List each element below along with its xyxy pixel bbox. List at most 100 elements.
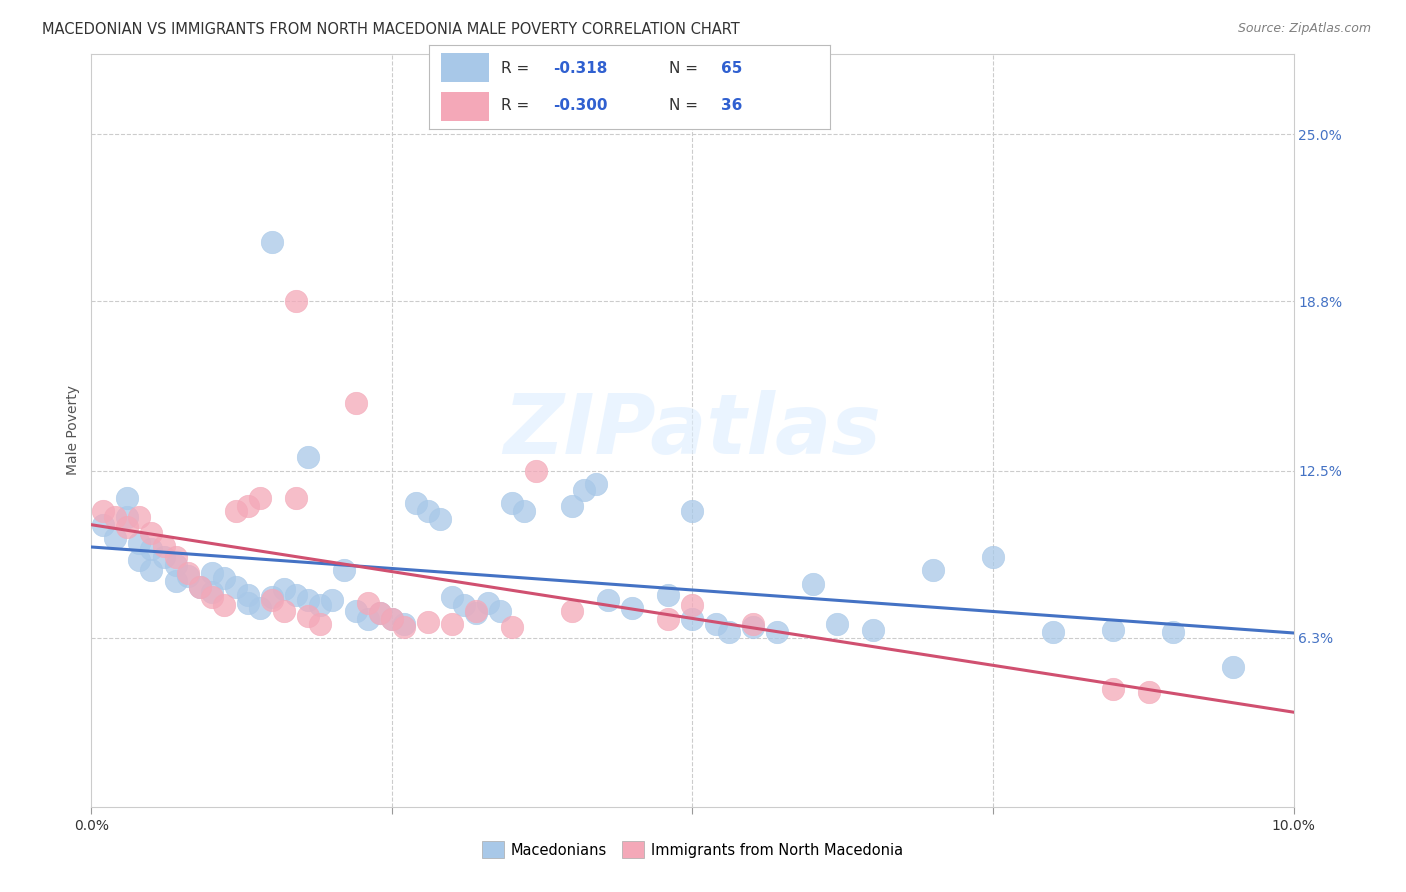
Point (416, 504, 439, 518)
Text: ZIPatlas: ZIPatlas (503, 390, 882, 471)
Point (260, 235, 283, 249)
Point (273, 582, 295, 597)
Point (260, 591, 283, 605)
Point (117, 520, 139, 534)
Point (681, 599, 703, 613)
Legend: Macedonians, Immigrants from North Macedonia: Macedonians, Immigrants from North Maced… (477, 836, 908, 864)
Point (489, 604, 512, 618)
Point (225, 504, 247, 518)
Point (429, 512, 451, 526)
Point (681, 504, 703, 518)
Point (297, 450, 319, 465)
Point (1102, 681, 1125, 696)
Point (765, 625, 787, 640)
Point (405, 496, 427, 510)
Y-axis label: Male Poverty: Male Poverty (66, 385, 80, 475)
Point (922, 563, 945, 577)
Point (440, 591, 463, 605)
Point (392, 617, 415, 632)
Point (141, 541, 163, 556)
Text: Source: ZipAtlas.com: Source: ZipAtlas.com (1237, 22, 1371, 36)
Text: R =: R = (501, 61, 534, 76)
Point (453, 599, 475, 613)
Point (201, 585, 224, 599)
Point (236, 499, 259, 513)
Text: N =: N = (669, 61, 703, 76)
Point (188, 580, 211, 594)
Point (152, 549, 174, 564)
Point (657, 588, 679, 602)
Point (188, 580, 211, 594)
Point (152, 539, 174, 553)
Point (284, 491, 307, 505)
Point (176, 566, 198, 580)
Point (657, 612, 679, 626)
Point (585, 477, 607, 491)
Point (381, 612, 404, 626)
Point (825, 617, 848, 632)
Point (981, 549, 1004, 564)
Point (1042, 625, 1064, 640)
Bar (441, 92, 489, 120)
Point (225, 580, 247, 594)
Text: N =: N = (669, 98, 703, 113)
Point (249, 601, 271, 615)
Point (598, 593, 620, 607)
Point (717, 625, 740, 640)
Point (416, 615, 439, 629)
Bar (441, 54, 489, 82)
Point (117, 491, 139, 505)
Text: 65: 65 (721, 61, 742, 76)
Point (368, 607, 391, 621)
Point (308, 599, 330, 613)
Point (212, 599, 235, 613)
Point (357, 612, 380, 626)
Point (681, 612, 703, 626)
Point (212, 571, 235, 585)
Point (297, 609, 319, 624)
Point (381, 612, 404, 626)
Point (141, 563, 163, 577)
Text: MACEDONIAN VS IMMIGRANTS FROM NORTH MACEDONIA MALE POVERTY CORRELATION CHART: MACEDONIAN VS IMMIGRANTS FROM NORTH MACE… (42, 22, 740, 37)
Point (621, 601, 644, 615)
Text: -0.318: -0.318 (553, 61, 607, 76)
Point (104, 531, 127, 545)
Point (236, 588, 259, 602)
Point (176, 568, 198, 582)
Point (357, 596, 380, 610)
Point (104, 509, 127, 524)
Point (1222, 660, 1244, 674)
Point (273, 604, 295, 618)
Point (706, 617, 728, 632)
Point (561, 604, 583, 618)
Point (165, 574, 187, 589)
Point (862, 623, 884, 637)
Point (128, 552, 150, 566)
Point (465, 607, 488, 621)
Point (501, 496, 523, 510)
Point (344, 396, 367, 410)
Point (284, 294, 307, 309)
Point (128, 536, 150, 550)
Point (1102, 623, 1125, 637)
Point (201, 591, 224, 605)
Point (1161, 625, 1184, 640)
Point (93, 504, 115, 518)
Point (392, 620, 415, 634)
Point (249, 491, 271, 505)
Point (1137, 684, 1160, 698)
Text: -0.300: -0.300 (553, 98, 607, 113)
Point (165, 549, 187, 564)
Point (93, 517, 115, 532)
Point (141, 525, 163, 540)
Point (513, 504, 536, 518)
Point (477, 596, 499, 610)
Text: 36: 36 (721, 98, 742, 113)
Point (333, 563, 356, 577)
Point (465, 604, 488, 618)
Point (561, 499, 583, 513)
Point (284, 588, 307, 602)
Point (128, 509, 150, 524)
Point (524, 464, 547, 478)
Point (236, 596, 259, 610)
